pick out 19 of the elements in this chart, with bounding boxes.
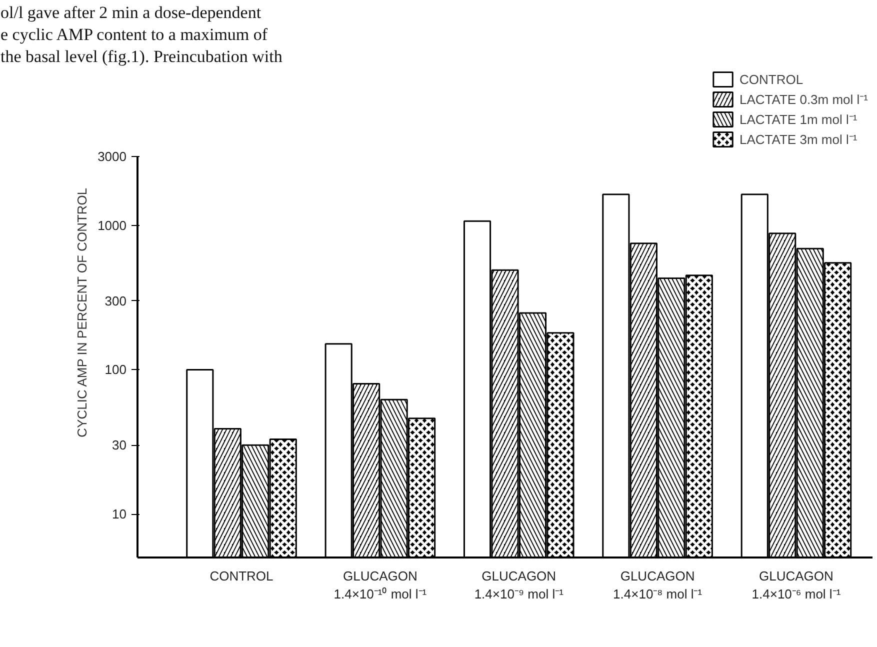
- y-axis-title: CYCLIC AMP IN PERCENT OF CONTROL: [74, 188, 90, 438]
- y-tick-label: 1000: [98, 218, 126, 233]
- x-tick-label: GLUCAGON 1.4×10⁻⁹ mol l⁻¹: [474, 568, 564, 602]
- text: the basal level (fig.1). Preincubation with: [0, 47, 283, 66]
- y-tick-label: 3000: [98, 149, 126, 164]
- legend-label: LACTATE 3m mol l⁻¹: [740, 131, 858, 148]
- y-tick-label: 300: [104, 293, 127, 308]
- x-tick-label: GLUCAGON 1.4×10⁻⁸ mol l⁻¹: [613, 568, 703, 602]
- x-tick-label: GLUCAGON 1.4×10⁻⁶ mol l⁻¹: [752, 568, 842, 602]
- legend-label: LACTATE 1m mol l⁻¹: [740, 111, 858, 128]
- x-tick-label: CONTROL: [210, 568, 274, 584]
- x-tick-label: GLUCAGON 1.4×10⁻¹⁰ mol l⁻¹: [334, 568, 428, 602]
- y-tick-label: 10: [112, 506, 127, 522]
- legend-label: LACTATE 0.3m mol l⁻¹: [740, 91, 868, 108]
- text: ol/l gave after 2 min a dose-dependent: [0, 3, 262, 22]
- text: e cyclic AMP content to a maximum of: [0, 25, 268, 44]
- y-tick-label: 100: [104, 362, 127, 378]
- legend-label: CONTROL: [740, 72, 804, 86]
- y-tick-label: 30: [112, 438, 127, 453]
